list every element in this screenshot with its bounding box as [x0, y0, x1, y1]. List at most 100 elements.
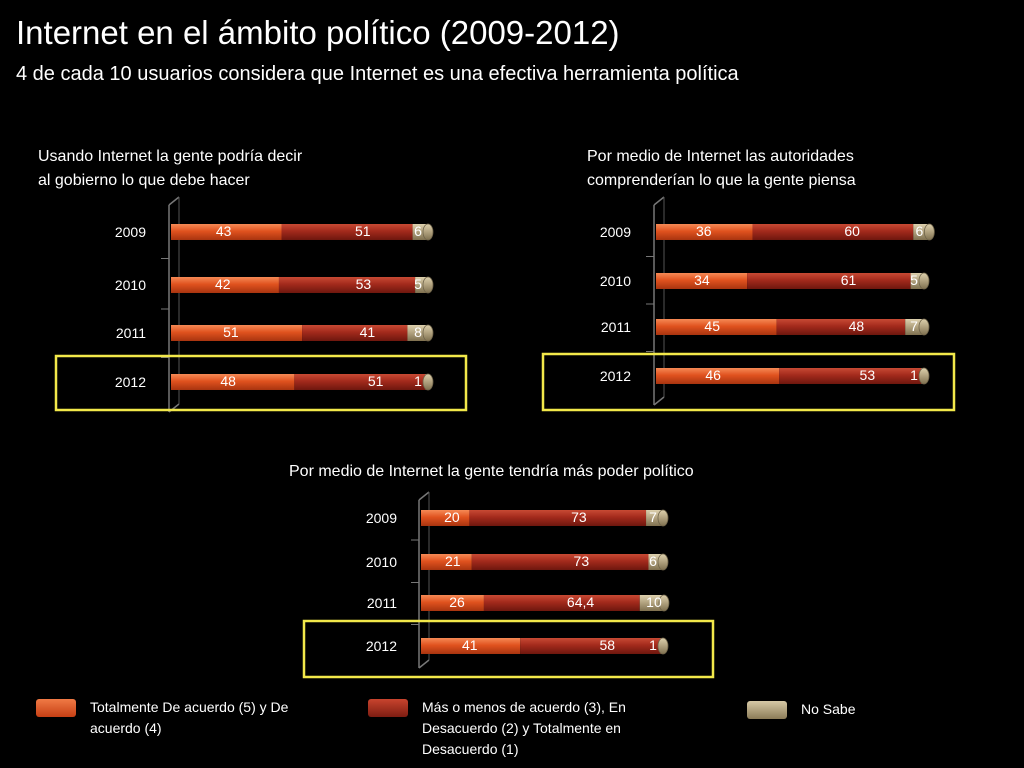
legend-agree: Totalmente De acuerdo (5) y De acuerdo (… [36, 697, 288, 739]
chart-2-tick-2011: 2011 [601, 319, 631, 335]
chart-3-title: Por medio de Internet la gente tendría m… [289, 460, 789, 484]
chart-1-label-2009-neutral: 51 [355, 223, 371, 239]
chart-3-label-2010-neutral: 73 [574, 553, 590, 569]
chart-2-label-2011-dontknow: 7 [910, 318, 918, 334]
chart-1-label-2011-neutral: 41 [360, 324, 376, 340]
chart-1-label-2010-neutral: 53 [356, 276, 372, 292]
chart-3-bar-2010-endcap [657, 553, 669, 571]
chart-1-label-2010-agree: 42 [215, 276, 231, 292]
chart-2-label-2010-neutral: 61 [841, 272, 857, 288]
chart-2-title-line1: Por medio de Internet las autoridades [587, 148, 854, 165]
chart-2-title-line2: comprenderían lo que la gente piensa [587, 172, 856, 189]
chart-2-label-2012-neutral: 53 [860, 367, 876, 383]
chart-1-label-2012-dontknow: 1 [414, 373, 422, 389]
chart-2-label-2011-neutral: 48 [849, 318, 865, 334]
chart-3-bar-2010-agree [421, 554, 472, 570]
chart-1-tick-2012: 2012 [115, 374, 146, 390]
chart-1-label-2009-dontknow: 6 [414, 223, 422, 239]
chart-1-bar-2010-endcap [422, 276, 434, 294]
legend-dontknow-swatch [747, 701, 787, 719]
chart-3-bar-2011-endcap [658, 594, 670, 612]
chart-2-bar-2012-agree [656, 368, 780, 384]
chart-2-bar-2010-agree [656, 273, 748, 289]
chart-3-bar-2009-neutral [469, 510, 647, 526]
chart-3-label-2009-dontknow: 7 [649, 509, 657, 525]
legend-neutral-line1: Más o menos de acuerdo (3), En [422, 699, 626, 715]
chart-1-label-2010-dontknow: 5 [414, 276, 422, 292]
chart-1-bar-2011-dontknow [407, 325, 428, 341]
chart-3-bar-2012-endcap [657, 637, 669, 655]
chart-1-tick-2010: 2010 [115, 277, 146, 293]
chart-2-tick-2009: 2009 [600, 224, 631, 240]
chart-3-bar-2012-agree [421, 638, 521, 654]
chart-3-tick-2010: 2010 [366, 554, 397, 570]
legend-agree-swatch [36, 699, 76, 717]
page-subtitle: 4 de cada 10 usuarios considera que Inte… [16, 63, 739, 85]
chart-3-label-2011-dontknow: 10 [646, 594, 662, 610]
chart-2-label-2009-neutral: 60 [844, 223, 860, 239]
chart-3-label-2012-dontknow: 1 [649, 637, 657, 653]
chart-3-highlight-box [302, 619, 715, 679]
chart-3-tick-2009: 2009 [366, 510, 397, 526]
chart-2-label-2009-dontknow: 6 [915, 223, 923, 239]
chart-3-label-2012-neutral: 58 [599, 637, 615, 653]
legend-neutral-swatch [368, 699, 408, 717]
legend-neutral-line2: Desacuerdo (2) y Totalmente en [422, 720, 621, 736]
chart-3-title-line1: Por medio de Internet la gente tendría m… [289, 463, 694, 480]
legend-agree-label: Totalmente De acuerdo (5) y De acuerdo (… [90, 697, 288, 739]
chart-3-bar-2011-neutral [483, 595, 640, 611]
chart-3-label-2010-dontknow: 6 [649, 553, 657, 569]
page-title: Internet en el ámbito político (2009-201… [16, 14, 620, 51]
chart-3-label-2011-neutral: 64,4 [567, 594, 594, 610]
legend-neutral-label: Más o menos de acuerdo (3), En Desacuerd… [422, 697, 626, 760]
chart-2-bar-2009-agree [656, 224, 753, 240]
chart-3-bar-2009-agree [421, 510, 470, 526]
chart-1-bar-2009-agree [171, 224, 282, 240]
chart-2-label-2009-agree: 36 [696, 223, 712, 239]
chart-3-bar-2011-dontknow [639, 595, 664, 611]
chart-2-bar-2009-neutral [752, 224, 914, 240]
chart-2-bar-2012-endcap [918, 367, 930, 385]
chart-2-tick-2010: 2010 [600, 273, 631, 289]
chart-1-title-line2: al gobierno lo que debe hacer [38, 172, 250, 189]
chart-1-bar-2009-endcap [422, 223, 434, 241]
legend-agree-line2: acuerdo (4) [90, 720, 162, 736]
chart-2-bar-2009-endcap [923, 223, 935, 241]
chart-1-bar-2010-agree [171, 277, 279, 293]
chart-3-tick-2011: 2011 [367, 595, 397, 611]
chart-1-label-2011-agree: 51 [223, 324, 239, 340]
chart-2-label-2012-agree: 46 [705, 367, 721, 383]
chart-2-highlight-box [541, 352, 956, 412]
legend-agree-line1: Totalmente De acuerdo (5) y De [90, 699, 289, 715]
chart-3-label-2012-agree: 41 [462, 637, 478, 653]
chart-1-highlight-box [54, 354, 468, 412]
chart-2-label-2012-dontknow: 1 [910, 367, 918, 383]
legend-neutral: Más o menos de acuerdo (3), En Desacuerd… [368, 697, 626, 760]
chart-1-bar-2012-agree [171, 374, 295, 390]
chart-3-label-2009-agree: 20 [444, 509, 460, 525]
chart-1-tick-2011: 2011 [116, 325, 146, 341]
chart-1-bar-2010-neutral [278, 277, 416, 293]
chart-2-label-2010-agree: 34 [694, 272, 710, 288]
chart-2-tick-2012: 2012 [600, 368, 631, 384]
chart-2-title: Por medio de Internet las autoridades co… [587, 145, 947, 193]
legend-dontknow: No Sabe [747, 699, 855, 720]
chart-2-label-2010-dontknow: 5 [910, 272, 918, 288]
chart-2-bar-2011-agree [656, 319, 777, 335]
chart-3-label-2010-agree: 21 [445, 553, 461, 569]
chart-1-label-2012-agree: 48 [220, 373, 236, 389]
chart-1-bar-2012-endcap [422, 373, 434, 391]
chart-1-label-2011-dontknow: 8 [414, 324, 422, 340]
chart-2-label-2011-agree: 45 [704, 318, 720, 334]
chart-3-label-2009-neutral: 73 [571, 509, 587, 525]
chart-1-tick-2009: 2009 [115, 224, 146, 240]
chart-3-tick-2012: 2012 [366, 638, 397, 654]
chart-2-bar-2011-neutral [776, 319, 906, 335]
chart-1-bar-2011-endcap [422, 324, 434, 342]
chart-2-bar-2010-neutral [747, 273, 911, 289]
chart-3-label-2011-agree: 26 [449, 594, 465, 610]
chart-2-bar-2010-endcap [918, 272, 930, 290]
